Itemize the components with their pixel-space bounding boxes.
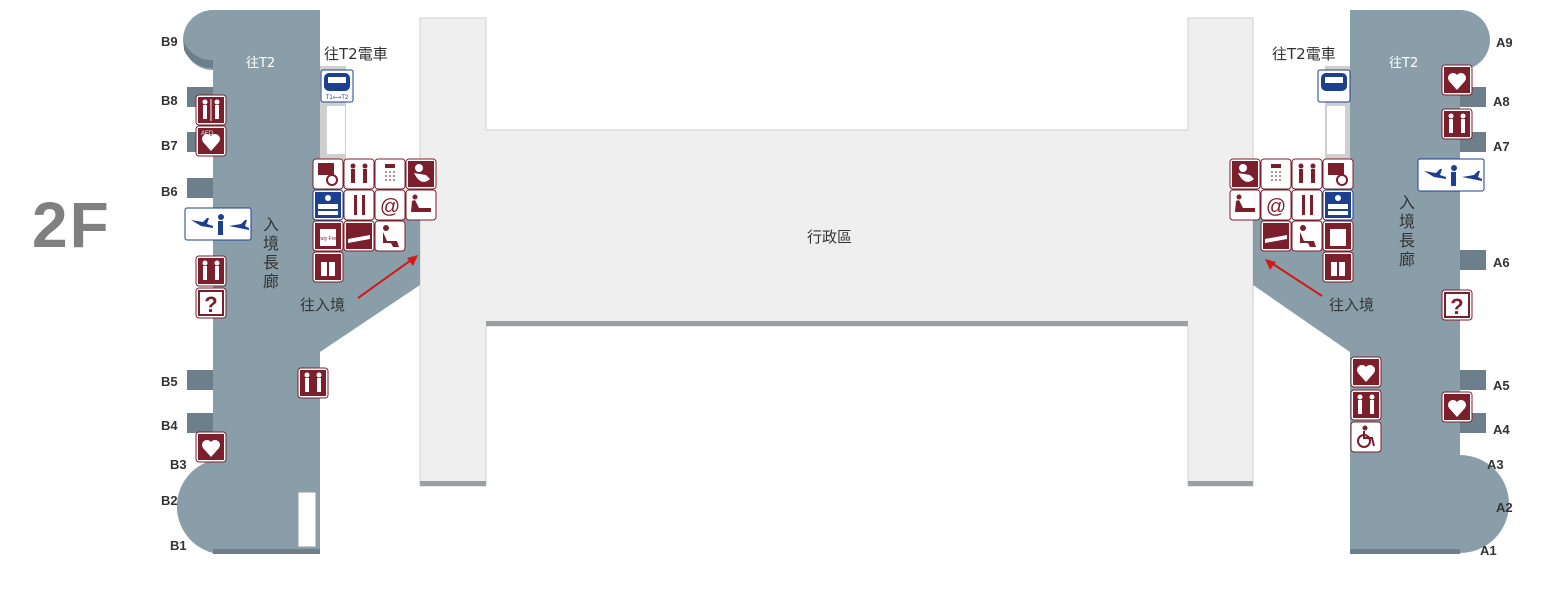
- left-service-icons: @ Duty Free: [312, 158, 437, 283]
- restaurant-icon: [343, 189, 375, 221]
- check-in-icon-right: [1322, 189, 1354, 221]
- left-to-t2-label: 往T2: [246, 56, 276, 71]
- flight-transfer-icon: [184, 207, 252, 241]
- gate-a5: A5: [1493, 378, 1510, 393]
- aed-text: AED: [201, 131, 214, 137]
- rest-area-icon-right: [1229, 189, 1261, 221]
- restroom-icon: [195, 94, 227, 126]
- admin-area-shape: [419, 17, 1254, 487]
- restroom-icon-3: [297, 367, 329, 399]
- seating-icon-right: [1291, 220, 1323, 252]
- left-train-label: 往T2電車: [324, 45, 388, 63]
- restaurant-icon-right: [1291, 189, 1323, 221]
- duty-free-icon-right: [1322, 220, 1354, 252]
- arrow-left-to-arrival: [357, 255, 418, 299]
- stairs-left-top: [327, 106, 345, 154]
- rest-area-icon: [405, 189, 437, 221]
- duty-free-icon: Duty Free: [312, 220, 344, 252]
- admin-area-label: 行政區: [807, 228, 853, 246]
- aed-icon-3: [1441, 64, 1473, 96]
- gate-b4: B4: [161, 418, 178, 433]
- train-text: T1⟷T2: [326, 95, 349, 101]
- svg-text:?: ?: [1450, 294, 1463, 319]
- currency-exchange-icon-right: [1322, 158, 1354, 190]
- gate-b6: B6: [161, 184, 178, 199]
- floor-label: 2F: [32, 189, 111, 261]
- information-icon-2: ?: [1441, 289, 1473, 321]
- gate-b3: B3: [170, 457, 187, 472]
- right-to-arrival-label: 往入境: [1329, 296, 1375, 314]
- shower-icon: [374, 158, 406, 190]
- nursery-icon-right: [1229, 158, 1261, 190]
- stairs-left-bottom: [297, 491, 317, 548]
- gate-a7: A7: [1493, 139, 1510, 154]
- information-icon: ?: [195, 287, 227, 319]
- gate-b7: B7: [161, 138, 178, 153]
- gate-a2: A2: [1496, 500, 1513, 515]
- arrow-right-to-arrival: [1265, 259, 1323, 297]
- info-text: ?: [204, 292, 217, 317]
- left-corridor-label: 入境長廊: [262, 215, 279, 291]
- gift-shop-icon: [312, 251, 344, 283]
- at-text: @: [380, 196, 400, 218]
- check-in-icon: [312, 189, 344, 221]
- gate-b8: B8: [161, 93, 178, 108]
- restroom-icon-5: [1441, 108, 1473, 140]
- right-train-label: 往T2電車: [1272, 45, 1336, 63]
- svg-text:@: @: [1266, 196, 1286, 218]
- gate-b2: B2: [161, 493, 178, 508]
- internet-icon-right: @: [1260, 189, 1292, 221]
- train-icon-right: [1317, 69, 1351, 103]
- gate-a4: A4: [1493, 422, 1510, 437]
- gate-a1: A1: [1480, 543, 1497, 558]
- right-concourse: [1253, 10, 1509, 554]
- gate-a3: A3: [1487, 457, 1504, 472]
- aed-icon: AED: [195, 125, 227, 157]
- shower-icon-right: [1260, 158, 1292, 190]
- restroom-icon-2: [195, 255, 227, 287]
- internet-icon: @: [374, 189, 406, 221]
- aed-icon-5: [1441, 391, 1473, 423]
- gate-a9: A9: [1496, 35, 1513, 50]
- accessible-restroom-icon: [1350, 421, 1382, 453]
- gate-b9: B9: [161, 34, 178, 49]
- currency-exchange-icon: [312, 158, 344, 190]
- right-corridor-label: 入境長廊: [1398, 193, 1415, 269]
- right-service-icons: @: [1229, 158, 1354, 283]
- nursery-icon: [405, 158, 437, 190]
- restroom-icon-right: [1291, 158, 1323, 190]
- duty-text: Duty Free: [317, 236, 339, 242]
- left-to-arrival-label: 往入境: [300, 296, 346, 314]
- restroom-icon-4: [343, 158, 375, 190]
- lounge-icon: [343, 220, 375, 252]
- gate-b1: B1: [170, 538, 187, 553]
- gate-b5: B5: [161, 374, 178, 389]
- right-to-t2-label: 往T2: [1389, 56, 1419, 71]
- lounge-icon-right: [1260, 220, 1292, 252]
- train-icon: T1⟷T2: [320, 69, 354, 103]
- flight-transfer-icon-right: [1417, 158, 1485, 192]
- seating-icon: [374, 220, 406, 252]
- aed-icon-4: [1350, 356, 1382, 388]
- gate-a6: A6: [1493, 255, 1510, 270]
- restroom-icon-6: [1350, 389, 1382, 421]
- aed-icon-2: [195, 431, 227, 463]
- gift-shop-icon-right: [1322, 251, 1354, 283]
- gate-a8: A8: [1493, 94, 1510, 109]
